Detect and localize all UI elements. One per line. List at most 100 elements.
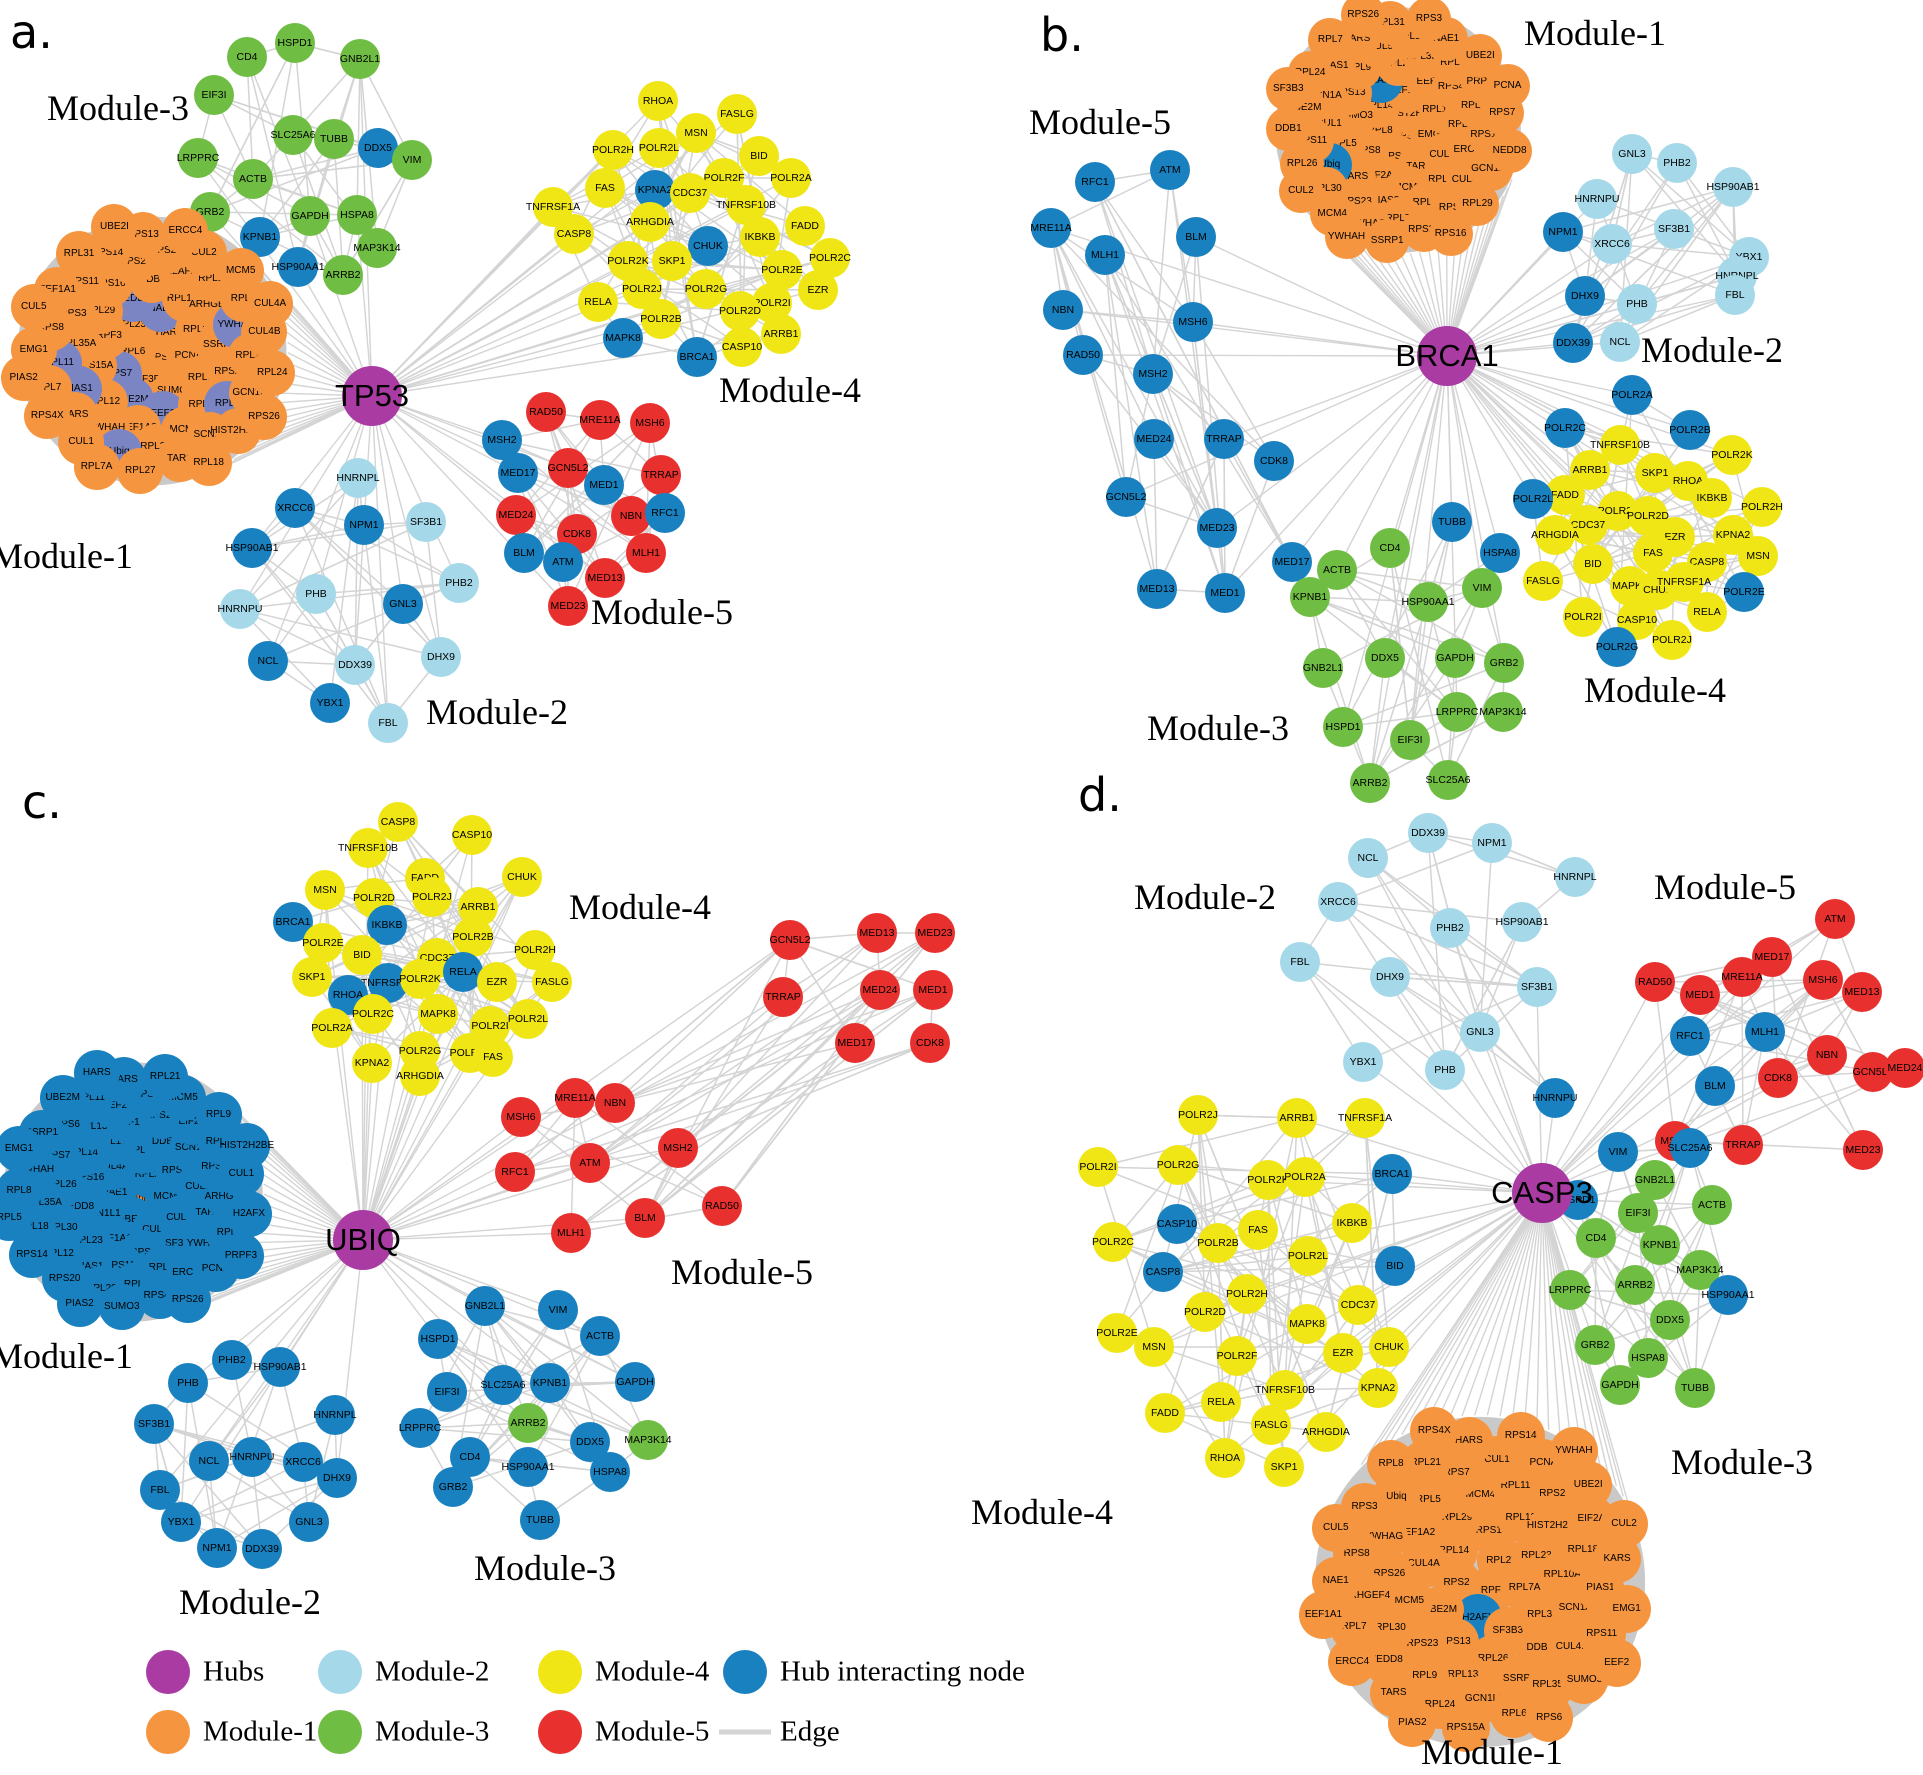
node-actb[interactable]: ACTB bbox=[1692, 1185, 1732, 1225]
node-polr2l[interactable]: POLR2L bbox=[639, 128, 679, 168]
node-trrap[interactable]: TRRAP bbox=[1204, 419, 1244, 459]
node-dhx9[interactable]: DHX9 bbox=[421, 637, 461, 677]
node-hspa8[interactable]: HSPA8 bbox=[590, 1452, 630, 1492]
node-cul4a[interactable]: CUL4A bbox=[247, 280, 294, 327]
node-rpl8[interactable]: RPL8 bbox=[1367, 1439, 1416, 1488]
node-phb2[interactable]: PHB2 bbox=[1430, 908, 1470, 948]
node-grb2[interactable]: GRB2 bbox=[433, 1467, 473, 1507]
node-chuk[interactable]: CHUK bbox=[502, 857, 542, 897]
node-hsp90ab1[interactable]: HSP90AB1 bbox=[253, 1347, 307, 1387]
node-polr2l[interactable]: POLR2L bbox=[508, 999, 548, 1039]
node-sf3b1[interactable]: SF3B1 bbox=[1654, 209, 1694, 249]
node-rfc1[interactable]: RFC1 bbox=[1670, 1016, 1710, 1056]
node-gnl3[interactable]: GNL3 bbox=[1612, 134, 1652, 174]
hub-node-casp3[interactable]: CASP3 bbox=[1491, 1163, 1593, 1223]
node-dhx9[interactable]: DHX9 bbox=[1370, 957, 1410, 997]
node-cdc37[interactable]: CDC37 bbox=[670, 173, 710, 213]
node-rps26[interactable]: RPS26 bbox=[241, 394, 287, 441]
node-med24[interactable]: MED24 bbox=[1885, 1048, 1923, 1088]
node-mlh1[interactable]: MLH1 bbox=[626, 533, 666, 573]
node-hnrnpu[interactable]: HNRNPU bbox=[230, 1437, 274, 1477]
hub-node-brca1[interactable]: BRCA1 bbox=[1395, 326, 1499, 386]
node-tnfrsf10b[interactable]: TNFRSF10B bbox=[338, 828, 398, 868]
node-polr2j[interactable]: POLR2J bbox=[1652, 620, 1692, 660]
node-cul5[interactable]: CUL5 bbox=[1311, 1503, 1360, 1552]
node-atm[interactable]: ATM bbox=[1815, 899, 1855, 939]
node-trrap[interactable]: TRRAP bbox=[641, 455, 681, 495]
node-fas[interactable]: FAS bbox=[473, 1037, 513, 1077]
node-actb[interactable]: ACTB bbox=[580, 1316, 620, 1356]
node-cdk8[interactable]: CDK8 bbox=[1758, 1058, 1798, 1098]
node-nbn[interactable]: NBN bbox=[1043, 290, 1083, 330]
node-sumo3[interactable]: SUMO3 bbox=[98, 1284, 145, 1331]
node-gcn5l2[interactable]: GCN5L2 bbox=[770, 920, 810, 960]
node-chuk[interactable]: CHUK bbox=[1369, 1327, 1409, 1367]
node-mlh1[interactable]: MLH1 bbox=[551, 1213, 591, 1253]
node-hspd1[interactable]: HSPD1 bbox=[275, 23, 315, 63]
node-polr2k[interactable]: POLR2K bbox=[1711, 435, 1753, 475]
node-bid[interactable]: BID bbox=[1573, 544, 1613, 584]
node-atm[interactable]: ATM bbox=[1150, 150, 1190, 190]
node-med17[interactable]: MED17 bbox=[1272, 542, 1312, 582]
node-rhoa[interactable]: RHOA bbox=[638, 81, 678, 121]
node-arhgdia[interactable]: ARHGDIA bbox=[396, 1056, 444, 1096]
node-tubb[interactable]: TUBB bbox=[1432, 502, 1472, 542]
node-hsp90ab1[interactable]: HSP90AB1 bbox=[1706, 167, 1760, 207]
node-hars[interactable]: HARS bbox=[73, 1049, 120, 1096]
node-rad50[interactable]: RAD50 bbox=[1063, 335, 1103, 375]
node-polr2j[interactable]: POLR2J bbox=[412, 877, 452, 917]
node-fas[interactable]: FAS bbox=[1633, 533, 1673, 573]
node-gapdh[interactable]: GAPDH bbox=[1435, 638, 1475, 678]
node-lrpprc[interactable]: LRPPRC bbox=[177, 138, 219, 178]
node-tubb[interactable]: TUBB bbox=[520, 1500, 560, 1540]
node-msh6[interactable]: MSH6 bbox=[1173, 302, 1213, 342]
node-ssrp1[interactable]: SSRP1 bbox=[1365, 219, 1410, 264]
node-gapdh[interactable]: GAPDH bbox=[290, 196, 330, 236]
node-mapk8[interactable]: MAPK8 bbox=[603, 318, 643, 358]
node-fas[interactable]: FAS bbox=[1238, 1210, 1278, 1250]
node-ncl[interactable]: NCL bbox=[1600, 322, 1640, 362]
node-polr2c[interactable]: POLR2C bbox=[1092, 1222, 1134, 1262]
node-ezr[interactable]: EZR bbox=[798, 270, 838, 310]
node-med23[interactable]: MED23 bbox=[548, 586, 588, 626]
node-med13[interactable]: MED13 bbox=[1842, 972, 1882, 1012]
node-vim[interactable]: VIM bbox=[1462, 568, 1502, 608]
node-kpna2[interactable]: KPNA2 bbox=[1358, 1368, 1398, 1408]
node-cdc37[interactable]: CDC37 bbox=[1338, 1285, 1378, 1325]
node-blm[interactable]: BLM bbox=[625, 1198, 665, 1238]
node-med24[interactable]: MED24 bbox=[1134, 419, 1174, 459]
node-ddx39[interactable]: DDX39 bbox=[1408, 813, 1448, 853]
node-hnrnpl[interactable]: HNRNPL bbox=[313, 1395, 357, 1435]
node-rps16[interactable]: RPS16 bbox=[1428, 211, 1473, 256]
node-msh6[interactable]: MSH6 bbox=[501, 1097, 541, 1137]
node-hnrnpu[interactable]: HNRNPU bbox=[1533, 1078, 1577, 1118]
node-map3k14[interactable]: MAP3K14 bbox=[1479, 692, 1527, 732]
node-tnfrsf1a[interactable]: TNFRSF1A bbox=[1338, 1098, 1392, 1138]
node-hist2h2be[interactable]: HIST2H2BE bbox=[220, 1123, 274, 1170]
node-ddx39[interactable]: DDX39 bbox=[335, 645, 375, 685]
node-hnrnpu[interactable]: HNRNPU bbox=[1575, 179, 1619, 219]
node-ikbkb[interactable]: IKBKB bbox=[1332, 1203, 1372, 1243]
node-phb2[interactable]: PHB2 bbox=[439, 563, 479, 603]
node-gnl3[interactable]: GNL3 bbox=[289, 1502, 329, 1542]
node-ezr[interactable]: EZR bbox=[477, 962, 517, 1002]
node-rela[interactable]: RELA bbox=[578, 282, 618, 322]
node-msh6[interactable]: MSH6 bbox=[630, 403, 670, 443]
node-fadd[interactable]: FADD bbox=[1145, 1393, 1185, 1433]
node-polr2l[interactable]: POLR2L bbox=[1513, 479, 1553, 519]
node-mapk8[interactable]: MAPK8 bbox=[418, 994, 458, 1034]
node-gcn5l2[interactable]: GCN5L2 bbox=[1106, 477, 1146, 517]
node-fas[interactable]: FAS bbox=[585, 168, 625, 208]
node-polr2g[interactable]: POLR2G bbox=[1596, 627, 1638, 667]
node-rpl27[interactable]: RPL27 bbox=[117, 447, 164, 494]
node-ncl[interactable]: NCL bbox=[248, 641, 288, 681]
node-lrpprc[interactable]: LRPPRC bbox=[399, 1408, 441, 1448]
node-polr2k[interactable]: POLR2K bbox=[399, 959, 441, 999]
node-rad50[interactable]: RAD50 bbox=[702, 1186, 742, 1226]
node-prpf3[interactable]: PRPF3 bbox=[218, 1232, 264, 1279]
node-casp8[interactable]: CASP8 bbox=[1143, 1252, 1183, 1292]
node-nedd8[interactable]: NEDD8 bbox=[1487, 128, 1532, 173]
node-phb[interactable]: PHB bbox=[168, 1363, 208, 1403]
node-polr2a[interactable]: POLR2A bbox=[311, 1008, 353, 1048]
node-polr2i[interactable]: POLR2I bbox=[1563, 597, 1603, 637]
